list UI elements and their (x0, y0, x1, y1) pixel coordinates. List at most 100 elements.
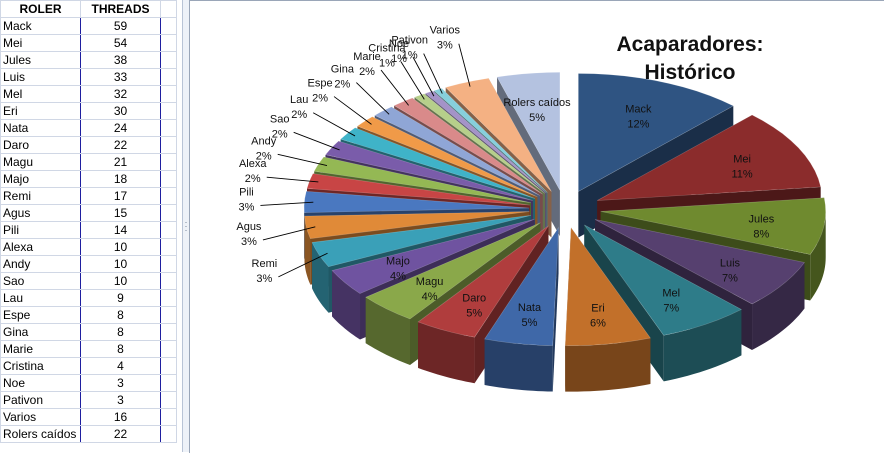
empty-cell[interactable] (160, 221, 177, 239)
cell-threads[interactable]: 9 (80, 289, 161, 307)
cell-roler[interactable]: Mack (0, 17, 81, 35)
cell-threads[interactable]: 8 (80, 340, 161, 358)
cell-threads[interactable]: 3 (80, 391, 161, 409)
cell-roler[interactable]: Jules (0, 51, 81, 69)
cell-roler[interactable]: Sao (0, 272, 81, 290)
cell-threads[interactable]: 18 (80, 170, 161, 188)
cell-threads[interactable]: 38 (80, 51, 161, 69)
cell-roler[interactable]: Varios (0, 408, 81, 426)
table-row[interactable]: Gina 8 (0, 323, 177, 341)
cell-roler[interactable]: Luis (0, 68, 81, 86)
cell-threads[interactable]: 16 (80, 408, 161, 426)
cell-threads[interactable]: 24 (80, 119, 161, 137)
cell-roler[interactable]: Marie (0, 340, 81, 358)
cell-threads[interactable]: 8 (80, 306, 161, 324)
table-row[interactable]: Remi 17 (0, 187, 177, 205)
empty-cell[interactable] (160, 255, 177, 273)
cell-roler[interactable]: Rolers caídos (0, 425, 81, 443)
empty-cell[interactable] (160, 85, 177, 103)
table-row[interactable]: Pili 14 (0, 221, 177, 239)
cell-threads[interactable]: 14 (80, 221, 161, 239)
empty-cell[interactable] (160, 289, 177, 307)
cell-threads[interactable]: 17 (80, 187, 161, 205)
table-row[interactable]: Cristina 4 (0, 357, 177, 375)
empty-cell[interactable] (160, 0, 177, 18)
cell-roler[interactable]: Alexa (0, 238, 81, 256)
empty-cell[interactable] (160, 136, 177, 154)
cell-threads[interactable]: 30 (80, 102, 161, 120)
column-header-threads[interactable]: THREADS (80, 0, 161, 18)
table-row[interactable]: Mack 59 (0, 17, 177, 35)
table-row[interactable]: Eri 30 (0, 102, 177, 120)
cell-roler[interactable]: Eri (0, 102, 81, 120)
empty-cell[interactable] (160, 408, 177, 426)
column-header-roler[interactable]: ROLER (0, 0, 81, 18)
cell-roler[interactable]: Lau (0, 289, 81, 307)
table-row[interactable]: Varios 16 (0, 408, 177, 426)
table-row[interactable]: Mei 54 (0, 34, 177, 52)
cell-roler[interactable]: Noe (0, 374, 81, 392)
cell-threads[interactable]: 15 (80, 204, 161, 222)
table-row[interactable]: Daro 22 (0, 136, 177, 154)
cell-roler[interactable]: Espe (0, 306, 81, 324)
chart-area[interactable]: Mack 12% Mei 11% Jules 8% Luis 7% Mel 7% Eri 6% Nata… (189, 0, 884, 453)
cell-threads[interactable]: 10 (80, 255, 161, 273)
cell-roler[interactable]: Majo (0, 170, 81, 188)
cell-roler[interactable]: Mei (0, 34, 81, 52)
cell-threads[interactable]: 10 (80, 238, 161, 256)
empty-cell[interactable] (160, 170, 177, 188)
cell-roler[interactable]: Gina (0, 323, 81, 341)
empty-cell[interactable] (160, 374, 177, 392)
table-row[interactable]: Agus 15 (0, 204, 177, 222)
cell-threads[interactable]: 4 (80, 357, 161, 375)
empty-cell[interactable] (160, 187, 177, 205)
cell-roler[interactable]: Pili (0, 221, 81, 239)
pie-slice-eri[interactable] (564, 226, 651, 392)
cell-roler[interactable]: Mel (0, 85, 81, 103)
table-row[interactable]: Nata 24 (0, 119, 177, 137)
table-row[interactable]: Noe 3 (0, 374, 177, 392)
empty-cell[interactable] (160, 425, 177, 443)
spreadsheet-grid[interactable]: ROLER THREADS Mack 59 Mei 54 Jules 38 Luis 33 Me… (0, 0, 182, 452)
empty-cell[interactable] (160, 34, 177, 52)
cell-roler[interactable]: Nata (0, 119, 81, 137)
empty-cell[interactable] (160, 51, 177, 69)
table-row[interactable]: Luis 33 (0, 68, 177, 86)
table-row[interactable]: Rolers caídos 22 (0, 425, 177, 443)
table-row[interactable]: Marie 8 (0, 340, 177, 358)
cell-threads[interactable]: 22 (80, 136, 161, 154)
cell-threads[interactable]: 32 (80, 85, 161, 103)
splitter-grip-icon[interactable]: · · · (184, 217, 188, 235)
table-row[interactable]: Espe 8 (0, 306, 177, 324)
table-row[interactable]: Mel 32 (0, 85, 177, 103)
table-row[interactable]: Jules 38 (0, 51, 177, 69)
cell-threads[interactable]: 59 (80, 17, 161, 35)
cell-threads[interactable]: 22 (80, 425, 161, 443)
empty-cell[interactable] (160, 17, 177, 35)
empty-cell[interactable] (160, 357, 177, 375)
cell-roler[interactable]: Cristina (0, 357, 81, 375)
cell-threads[interactable]: 8 (80, 323, 161, 341)
cell-roler[interactable]: Andy (0, 255, 81, 273)
cell-threads[interactable]: 3 (80, 374, 161, 392)
empty-cell[interactable] (160, 68, 177, 86)
empty-cell[interactable] (160, 306, 177, 324)
empty-cell[interactable] (160, 323, 177, 341)
table-row[interactable]: Majo 18 (0, 170, 177, 188)
table-row[interactable]: Pativon 3 (0, 391, 177, 409)
empty-cell[interactable] (160, 238, 177, 256)
cell-threads[interactable]: 33 (80, 68, 161, 86)
table-row[interactable]: Alexa 10 (0, 238, 177, 256)
empty-cell[interactable] (160, 204, 177, 222)
cell-threads[interactable]: 21 (80, 153, 161, 171)
pie-slice-nata[interactable] (484, 226, 559, 392)
table-row[interactable]: Sao 10 (0, 272, 177, 290)
cell-threads[interactable]: 54 (80, 34, 161, 52)
empty-cell[interactable] (160, 102, 177, 120)
table-row[interactable]: Magu 21 (0, 153, 177, 171)
empty-cell[interactable] (160, 153, 177, 171)
cell-roler[interactable]: Pativon (0, 391, 81, 409)
cell-roler[interactable]: Daro (0, 136, 81, 154)
table-row[interactable]: Andy 10 (0, 255, 177, 273)
cell-roler[interactable]: Remi (0, 187, 81, 205)
